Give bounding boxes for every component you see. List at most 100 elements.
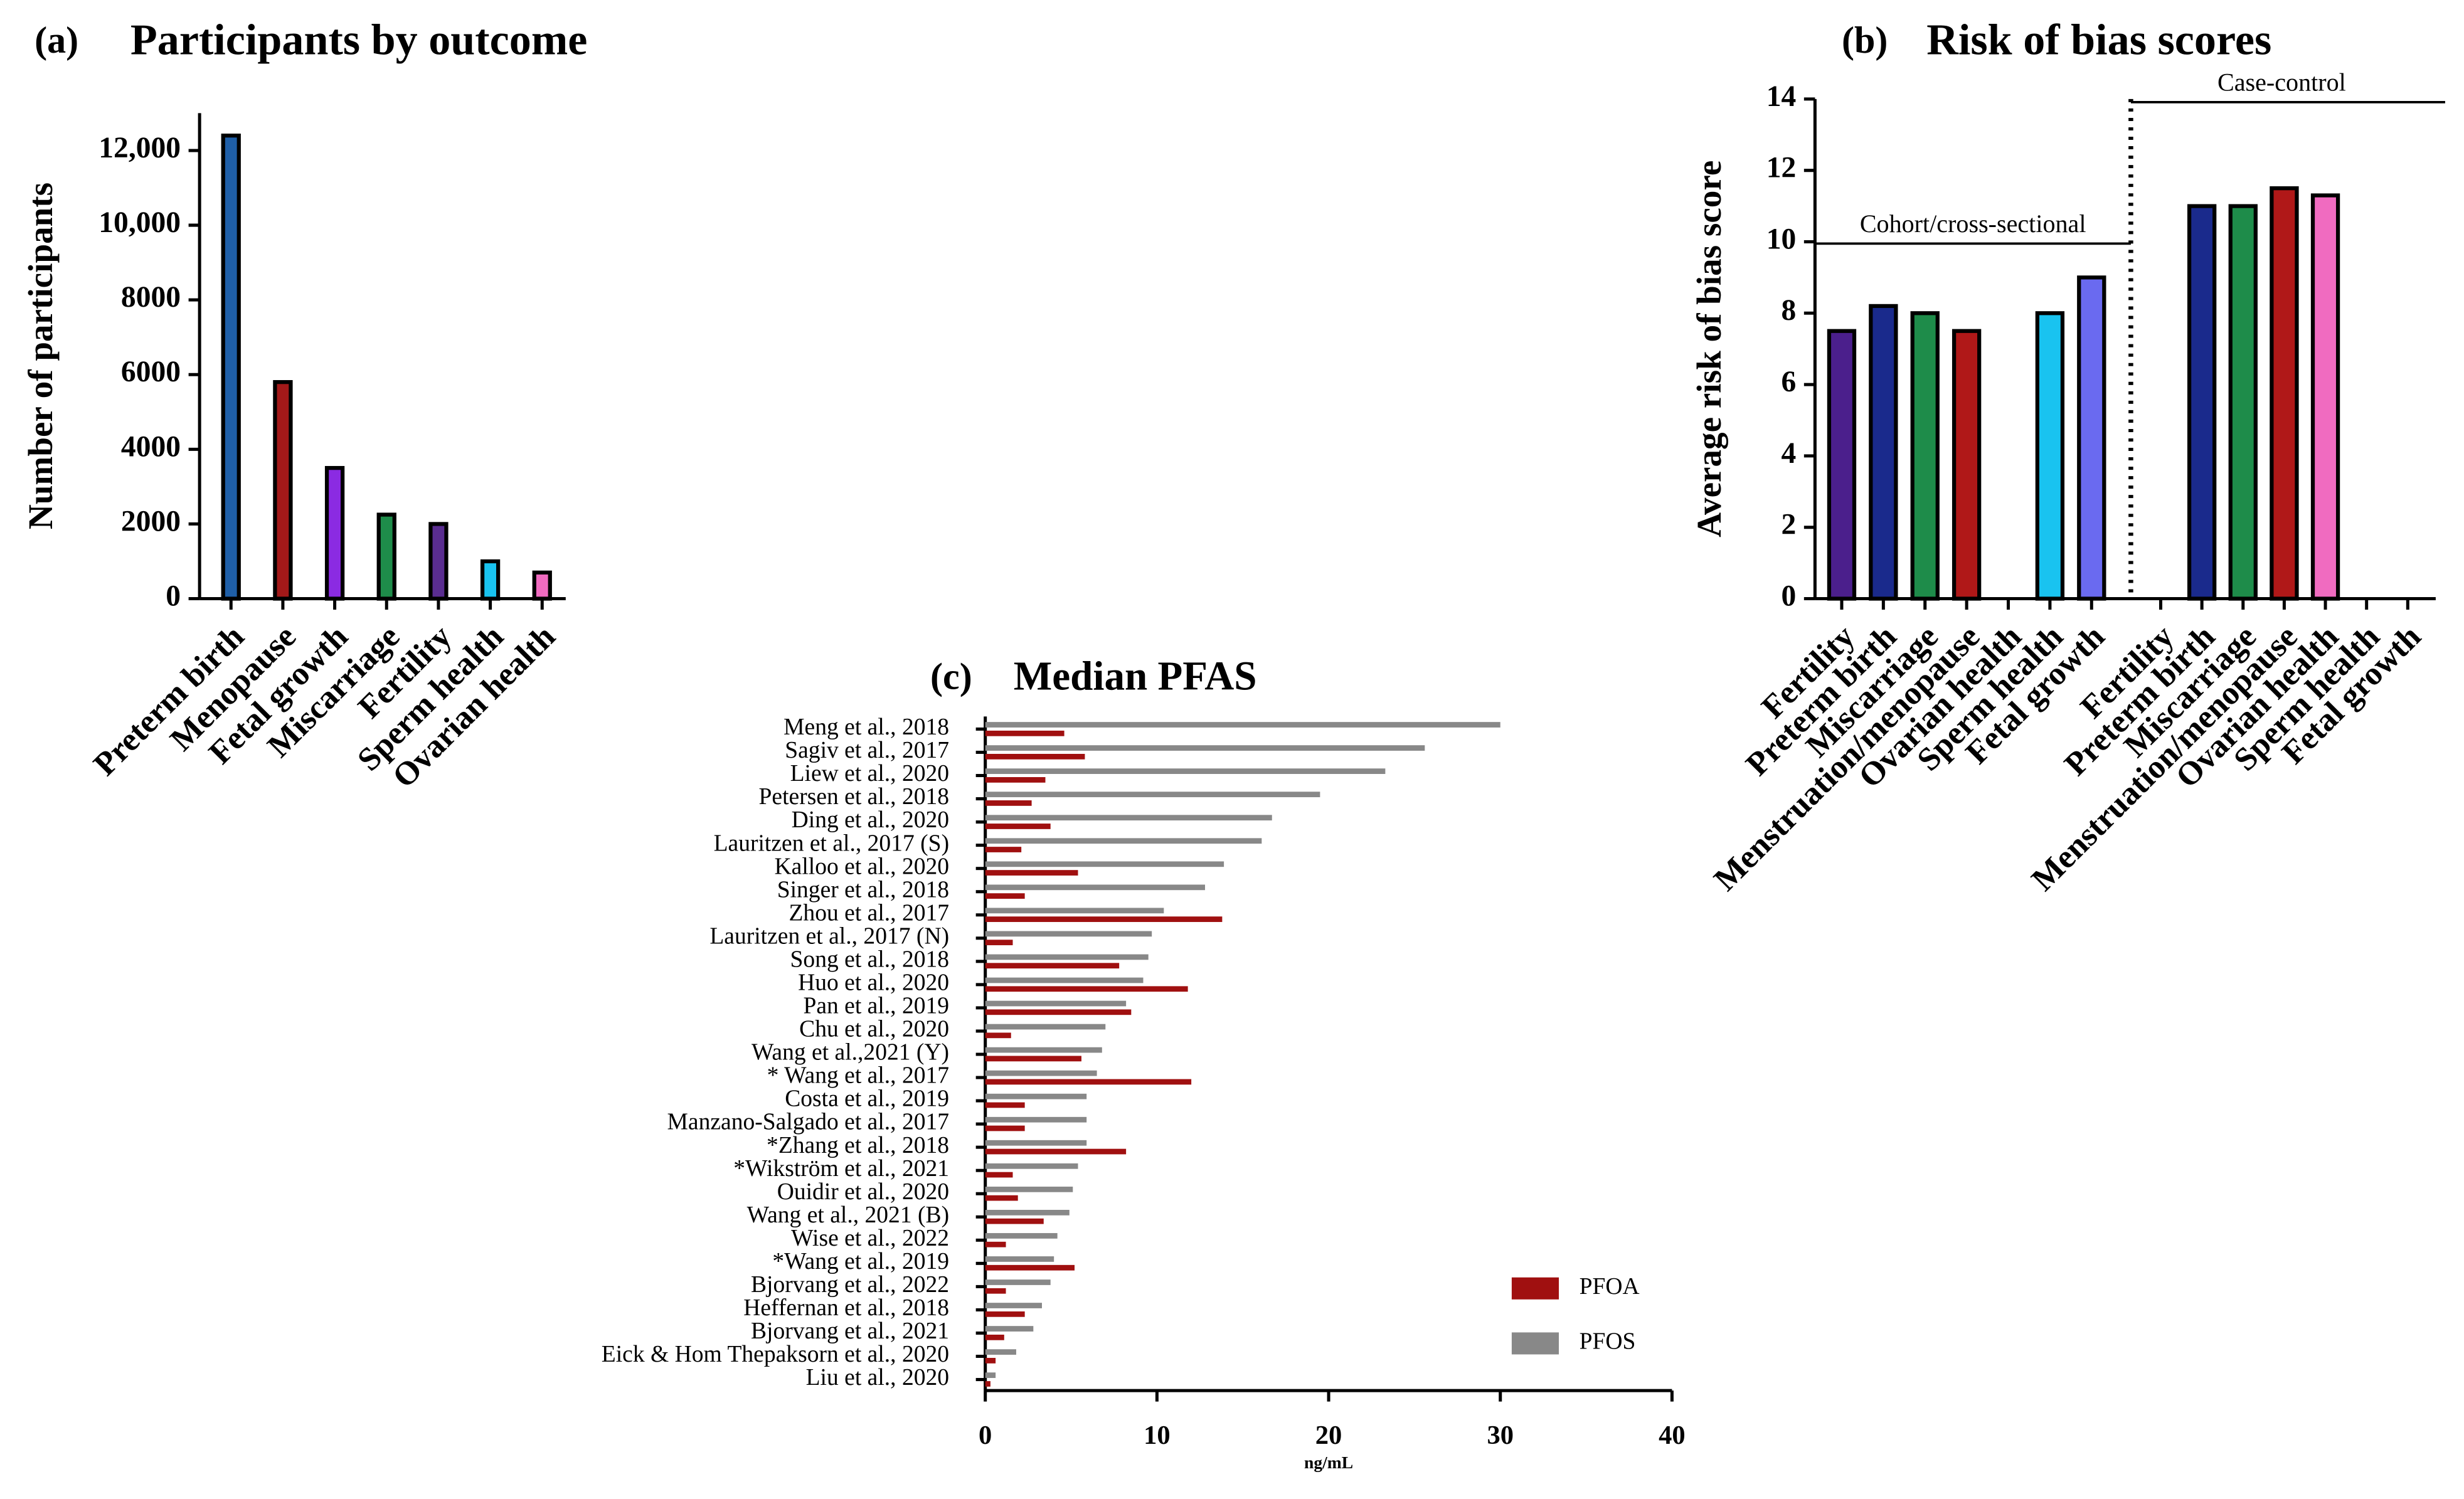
- bar: [985, 1256, 1054, 1262]
- panel-label: (c): [930, 656, 972, 698]
- y-tick-label: Pan et al., 2019: [803, 993, 949, 1019]
- legend-swatch: [1511, 1277, 1559, 1300]
- bar: [2310, 193, 2340, 601]
- bar: [985, 1279, 1051, 1285]
- x-axis-label: ng/mL: [1304, 1453, 1353, 1472]
- bar: [985, 986, 1188, 992]
- y-tick-label: Wise et al., 2022: [791, 1226, 949, 1251]
- bar: [985, 1047, 1102, 1053]
- y-tick-label: Ding et al., 2020: [792, 807, 949, 833]
- bar: [1827, 329, 1857, 601]
- bar: [985, 1372, 996, 1379]
- y-tick-label: *Zhang et al., 2018: [767, 1133, 949, 1158]
- y-tick-label: Bjorvang et al., 2021: [751, 1318, 949, 1344]
- bar: [273, 380, 293, 601]
- y-tick-label: Bjorvang et al., 2022: [751, 1272, 949, 1298]
- bar: [428, 522, 449, 601]
- y-tick-label: 2: [1782, 509, 1797, 541]
- bar: [985, 1009, 1132, 1015]
- y-tick-label: 4000: [121, 430, 181, 463]
- bar: [985, 1079, 1192, 1085]
- bar: [2187, 204, 2217, 601]
- panel-label: (a): [35, 19, 78, 61]
- x-tick-label: 0: [979, 1421, 992, 1450]
- x-tick-label: 20: [1315, 1421, 1342, 1450]
- y-tick-label: 6000: [121, 356, 181, 388]
- panel-label: (b): [1842, 19, 1888, 61]
- y-tick-label: Lauritzen et al., 2017 (N): [709, 923, 949, 949]
- bar: [376, 512, 396, 601]
- bar: [2228, 204, 2258, 601]
- bar: [985, 1163, 1078, 1169]
- y-tick-label: Wang et al.,2021 (Y): [751, 1040, 949, 1066]
- bar: [2270, 186, 2299, 601]
- bar: [985, 884, 1206, 891]
- y-tick-label: Song et al., 2018: [790, 946, 950, 972]
- bar: [2077, 275, 2106, 601]
- bar: [985, 1233, 1058, 1239]
- bar: [985, 1349, 1016, 1355]
- bar: [532, 570, 552, 601]
- bar: [985, 824, 1051, 829]
- x-tick-label: 10: [1144, 1421, 1171, 1450]
- y-tick-label: Sagiv et al., 2017: [785, 738, 949, 763]
- x-tick-label: 30: [1487, 1421, 1514, 1450]
- chart-title: Participants by outcome: [130, 15, 587, 64]
- bar: [985, 753, 1085, 760]
- y-tick-label: Costa et al., 2019: [785, 1086, 949, 1112]
- y-tick-label: Singer et al., 2018: [777, 877, 949, 903]
- bar: [985, 1195, 1018, 1201]
- bar: [985, 1303, 1043, 1308]
- y-tick-label: Lauritzen et al., 2017 (S): [714, 830, 950, 856]
- bar: [985, 847, 1022, 852]
- bar: [985, 1326, 1034, 1332]
- chart-title: Risk of bias scores: [1926, 15, 2271, 64]
- bar: [985, 1056, 1081, 1062]
- bar: [985, 963, 1120, 969]
- bar: [324, 465, 345, 601]
- bar: [985, 1000, 1127, 1007]
- y-tick-label: Chu et al., 2020: [799, 1017, 949, 1042]
- bar: [1910, 311, 1940, 601]
- y-tick-label: Zhou et al., 2017: [789, 900, 949, 926]
- bar: [985, 1241, 1006, 1247]
- bar: [985, 745, 1425, 751]
- bar: [985, 1140, 1087, 1146]
- bar: [985, 1125, 1025, 1131]
- bar: [985, 1334, 1004, 1340]
- y-tick-label: Petersen et al., 2018: [759, 784, 950, 810]
- bar: [985, 722, 1500, 728]
- bar: [985, 792, 1320, 798]
- bar: [985, 940, 1013, 946]
- bar: [985, 838, 1262, 844]
- annotation: Case-control: [2217, 68, 2346, 97]
- y-tick-label: *Wang et al., 2019: [772, 1249, 949, 1274]
- bar: [985, 861, 1224, 867]
- bar: [985, 1381, 990, 1387]
- y-tick-label: Wang et al., 2021 (B): [747, 1202, 949, 1228]
- y-tick-label: 10: [1766, 223, 1797, 255]
- y-tick-label: 14: [1766, 80, 1797, 113]
- y-tick-label: 12: [1766, 152, 1797, 184]
- bar: [985, 908, 1164, 914]
- bar: [1869, 304, 1898, 601]
- bar: [985, 977, 1144, 983]
- bar: [221, 134, 241, 601]
- bar: [1952, 329, 1982, 601]
- bar: [985, 1070, 1097, 1076]
- bar: [985, 768, 1386, 775]
- bar: [985, 1288, 1006, 1294]
- y-tick-label: 8000: [121, 281, 181, 314]
- bar: [985, 1358, 996, 1364]
- bar: [985, 1093, 1087, 1099]
- y-tick-label: 0: [166, 580, 181, 612]
- bar: [985, 1186, 1073, 1192]
- y-tick-label: 12,000: [98, 132, 181, 164]
- bar: [985, 777, 1046, 783]
- bar: [985, 1032, 1011, 1039]
- bar: [985, 815, 1272, 821]
- y-tick-label: Heffernan et al., 2018: [743, 1295, 949, 1321]
- legend-swatch: [1511, 1332, 1559, 1355]
